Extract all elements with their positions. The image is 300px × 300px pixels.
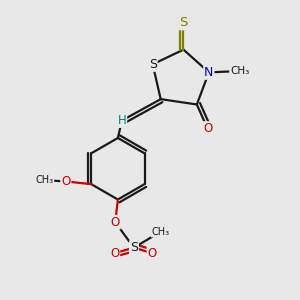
Text: O: O	[203, 122, 212, 135]
Text: S: S	[179, 16, 188, 29]
Text: CH₃: CH₃	[230, 66, 249, 76]
Text: O: O	[148, 247, 157, 260]
Text: N: N	[204, 66, 214, 79]
Text: S: S	[130, 241, 138, 254]
Text: O: O	[111, 216, 120, 229]
Text: CH₃: CH₃	[152, 226, 170, 237]
Text: O: O	[61, 175, 70, 188]
Text: O: O	[110, 247, 119, 260]
Text: S: S	[149, 58, 157, 71]
Text: H: H	[118, 114, 126, 127]
Text: CH₃: CH₃	[35, 175, 53, 185]
